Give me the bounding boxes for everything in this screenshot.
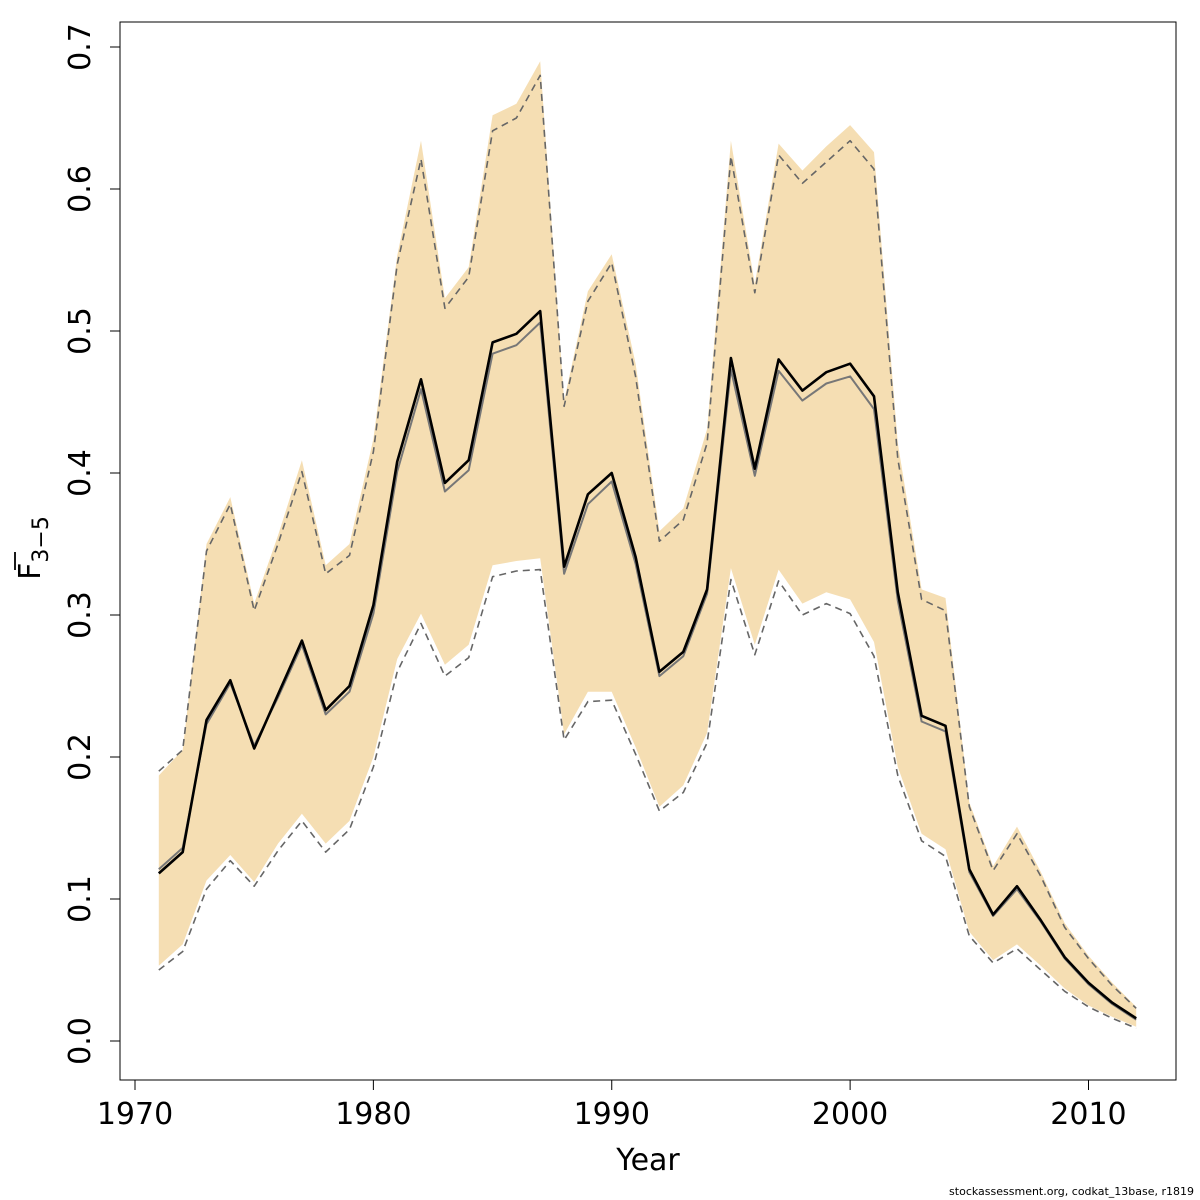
x-axis: 1970 1980 1990 2000 2010 <box>97 1079 1127 1132</box>
confidence-band <box>158 61 1137 1027</box>
y-tick-label: 0.4 <box>63 449 98 497</box>
series-layer <box>157 74 1137 1029</box>
y-tick-label: 0.7 <box>63 23 98 71</box>
x-tick-label: 1970 <box>97 1097 173 1132</box>
upper-bound-line <box>158 74 1137 1009</box>
svg-text:F3−5: F3−5 <box>13 516 54 580</box>
y-tick-label: 0.0 <box>63 1017 98 1065</box>
band-layer <box>158 61 1137 1027</box>
y-tick-label: 0.5 <box>63 307 98 355</box>
x-axis-title: Year <box>615 1143 680 1178</box>
y-axis: 0.0 0.1 0.2 0.3 0.4 0.5 0.6 0.7 <box>63 23 121 1065</box>
x-tick-label: 2010 <box>1050 1097 1126 1132</box>
x-tick-label: 2000 <box>812 1097 888 1132</box>
estimate-line <box>157 309 1137 1020</box>
y-tick-label: 0.6 <box>63 165 98 213</box>
footer-credit: stockassessment.org, codkat_13base, r181… <box>949 1185 1194 1198</box>
y-axis-title-subscript: 3−5 <box>29 516 54 562</box>
y-tick-label: 0.1 <box>63 875 98 923</box>
y-tick-label: 0.3 <box>63 591 98 639</box>
x-tick-label: 1980 <box>335 1097 411 1132</box>
lower-bound-line <box>158 568 1137 1029</box>
y-axis-title-main: F <box>13 563 48 580</box>
y-tick-label: 0.2 <box>63 733 98 781</box>
y-axis-title: F3−5 <box>13 516 54 580</box>
x-tick-label: 1990 <box>574 1097 650 1132</box>
